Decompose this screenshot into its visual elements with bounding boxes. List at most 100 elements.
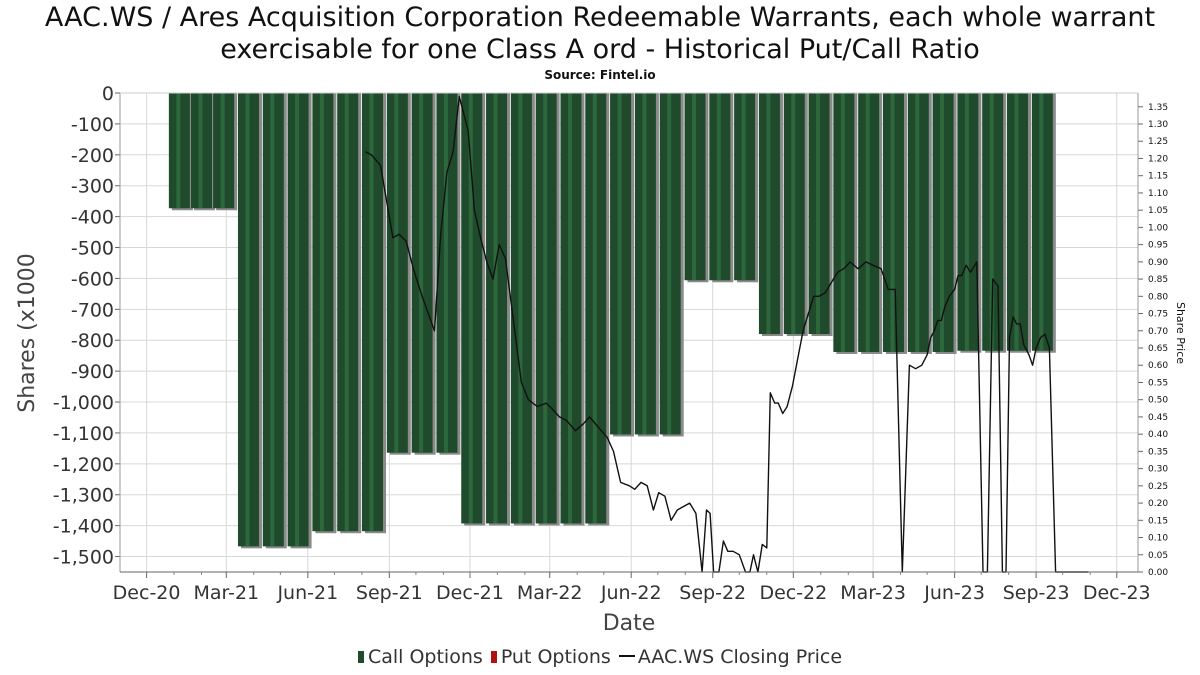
bar-highlight bbox=[567, 93, 572, 524]
y-tick-label: -700 bbox=[71, 299, 114, 321]
legend-label-call: Call Options bbox=[367, 646, 483, 668]
y2-tick-label: 1.35 bbox=[1148, 103, 1168, 113]
legend-label-put: Put Options bbox=[500, 646, 611, 668]
bar-call bbox=[957, 93, 982, 353]
y2-tick-label: 0.45 bbox=[1148, 413, 1168, 423]
bar-call bbox=[312, 93, 337, 534]
legend-item-put[interactable]: Put Options bbox=[490, 646, 611, 668]
y2-tick-label: 0.40 bbox=[1148, 430, 1168, 440]
bar-call bbox=[783, 93, 808, 337]
y-tick-label: -1,300 bbox=[53, 485, 114, 507]
bar-call bbox=[237, 93, 262, 549]
x-tick-label: Sep-23 bbox=[1003, 582, 1070, 604]
x-tick-label: Jun-22 bbox=[600, 582, 662, 604]
y-tick-label: -1,400 bbox=[53, 516, 114, 538]
bar-highlight bbox=[419, 93, 424, 453]
chart-subtitle: Source: Fintel.io bbox=[544, 68, 656, 82]
bar-call bbox=[1031, 93, 1056, 353]
bar-highlight bbox=[369, 93, 374, 532]
bar-highlight bbox=[816, 93, 821, 335]
bar-highlight bbox=[220, 93, 225, 209]
y2-tick-label: 1.25 bbox=[1148, 137, 1168, 147]
legend-item-price[interactable]: AAC.WS Closing Price bbox=[618, 646, 843, 668]
bar-highlight bbox=[1039, 93, 1044, 351]
y-tick-label: -500 bbox=[71, 238, 114, 260]
bar-highlight bbox=[543, 93, 548, 524]
y2-tick-label: 1.15 bbox=[1148, 172, 1168, 182]
y2-tick-label: 1.20 bbox=[1148, 154, 1168, 164]
bar-highlight bbox=[766, 93, 771, 335]
y2-tick-label: 0.15 bbox=[1148, 516, 1168, 526]
bar-call bbox=[659, 93, 684, 437]
bar-highlight bbox=[667, 93, 672, 435]
bar-call bbox=[486, 93, 511, 526]
y-tick-label: -1,200 bbox=[53, 454, 114, 476]
y2-tick-label: 1.30 bbox=[1148, 120, 1168, 130]
x-tick-label: Sep-22 bbox=[679, 582, 746, 604]
bar-highlight bbox=[344, 93, 349, 532]
bar-call bbox=[882, 93, 907, 354]
bar-highlight bbox=[245, 93, 250, 547]
bar-call bbox=[510, 93, 535, 526]
y2-axis-title: Share Price bbox=[1174, 302, 1187, 364]
bar-highlight bbox=[443, 93, 448, 453]
legend-item-call[interactable]: Call Options bbox=[357, 646, 483, 668]
price-layer bbox=[365, 95, 1089, 573]
bars-layer bbox=[168, 93, 1056, 549]
y2-tick-label: 0.05 bbox=[1148, 551, 1168, 561]
x-tick-label: Dec-23 bbox=[1083, 582, 1151, 604]
bar-call bbox=[684, 93, 709, 283]
x-tick-label: Dec-20 bbox=[113, 582, 181, 604]
bar-highlight bbox=[592, 93, 597, 524]
bar-highlight bbox=[617, 93, 622, 435]
y-tick-label: -200 bbox=[71, 145, 114, 167]
bar-call bbox=[386, 93, 411, 455]
bar-highlight bbox=[176, 93, 181, 209]
bar-highlight bbox=[1014, 93, 1019, 351]
bar-highlight bbox=[940, 93, 945, 352]
y2-tick-label: 0.50 bbox=[1148, 396, 1168, 406]
bar-highlight bbox=[791, 93, 796, 335]
bar-call bbox=[907, 93, 932, 354]
y2-tick-label: 0.80 bbox=[1148, 292, 1168, 302]
y-tick-label: -600 bbox=[71, 268, 114, 290]
y2-tick-label: 0.70 bbox=[1148, 327, 1168, 337]
x-tick-label: Jun-21 bbox=[276, 582, 338, 604]
y-tick-label: -1,500 bbox=[53, 547, 114, 569]
y-tick-label: -800 bbox=[71, 330, 114, 352]
bar-call bbox=[758, 93, 783, 337]
bar-highlight bbox=[741, 93, 746, 281]
bar-call bbox=[168, 93, 193, 211]
bar-call bbox=[262, 93, 287, 549]
bar-highlight bbox=[964, 93, 969, 351]
bar-call bbox=[932, 93, 957, 354]
bar-highlight bbox=[840, 93, 845, 352]
chart-title: AAC.WS / Ares Acquisition Corporation Re… bbox=[44, 2, 1156, 65]
y2-tick-label: 1.00 bbox=[1148, 223, 1168, 233]
axes-layer: 0 -100 -200 -300 -400 -500 -600 -700 -800 -900 -1,… bbox=[53, 83, 1169, 604]
bar-call bbox=[858, 93, 883, 354]
legend-swatch-price bbox=[618, 655, 635, 657]
y2-tick-label: 1.05 bbox=[1148, 206, 1168, 216]
bar-call bbox=[560, 93, 585, 526]
bar-highlight bbox=[518, 93, 523, 524]
bar-call bbox=[362, 93, 387, 534]
y-tick-label: -100 bbox=[71, 114, 114, 136]
y2-tick-label: 0.75 bbox=[1148, 310, 1168, 320]
bar-highlight bbox=[865, 93, 870, 352]
bar-highlight bbox=[319, 93, 324, 532]
legend: Call Options Put Options AAC.WS Closing … bbox=[0, 646, 1200, 668]
y2-tick-label: 0.90 bbox=[1148, 258, 1168, 268]
y2-tick-label: 0.85 bbox=[1148, 275, 1168, 285]
bar-call bbox=[191, 93, 216, 211]
bar-call bbox=[634, 93, 659, 437]
x-tick-label: Mar-21 bbox=[193, 582, 259, 604]
y-tick-label: -900 bbox=[71, 361, 114, 383]
x-axis-title: Date bbox=[603, 611, 656, 636]
x-tick-label: Mar-22 bbox=[517, 582, 583, 604]
bar-highlight bbox=[270, 93, 275, 547]
legend-label-price: AAC.WS Closing Price bbox=[637, 646, 843, 668]
bar-highlight bbox=[915, 93, 920, 352]
y2-tick-label: 0.25 bbox=[1148, 482, 1168, 492]
